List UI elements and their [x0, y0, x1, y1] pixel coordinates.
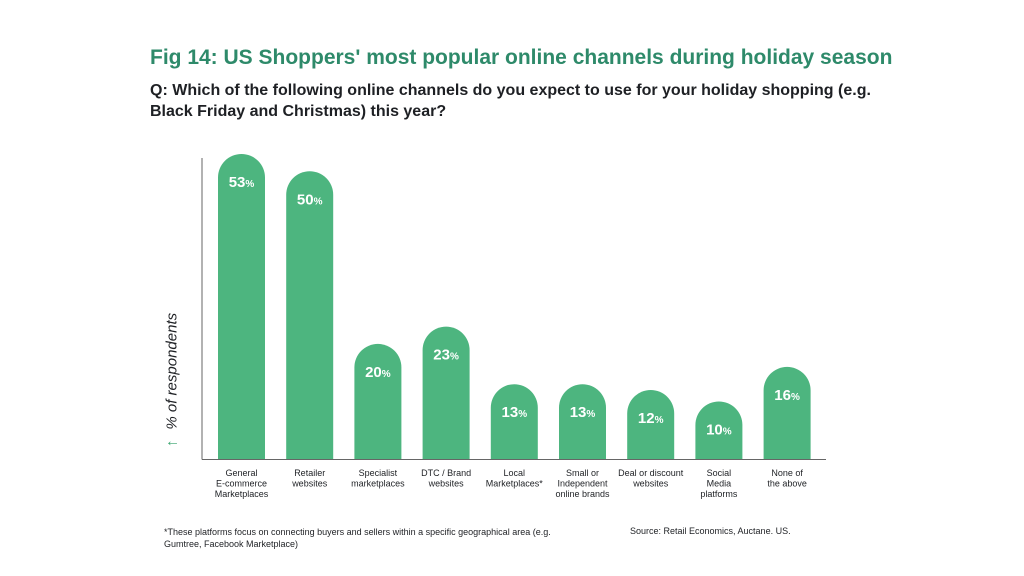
- category-label: DTC / Brand websites: [421, 468, 471, 489]
- category-label: Social Media platforms: [700, 468, 738, 499]
- bar: [559, 384, 606, 459]
- source-note: Source: Retail Economics, Auctane. US.: [630, 526, 791, 536]
- category-label: Deal or discount websites: [618, 468, 684, 489]
- data-label: 12%: [638, 410, 664, 427]
- category-label: Small or Independent online brands: [555, 468, 610, 499]
- bar: [286, 171, 334, 459]
- bar: [763, 366, 811, 459]
- bar: [422, 326, 470, 459]
- category-label: General E-commerce Marketplaces: [215, 468, 269, 499]
- bar: [354, 343, 402, 459]
- data-label: 50%: [297, 191, 323, 208]
- data-label: 53%: [229, 174, 255, 191]
- data-label: 16%: [774, 387, 800, 404]
- bar: [218, 154, 265, 459]
- bar: [695, 401, 743, 459]
- survey-question: Q: Which of the following online channel…: [150, 82, 871, 120]
- bar: [490, 384, 538, 459]
- category-label: Specialist marketplaces: [351, 468, 405, 489]
- bar: [627, 389, 675, 459]
- data-label: 13%: [570, 404, 596, 421]
- chart-title: Fig 14: US Shoppers' most popular online…: [150, 46, 893, 69]
- category-label: Local Marketplaces*: [486, 468, 544, 489]
- data-label: 13%: [502, 404, 528, 421]
- data-label: 23%: [433, 347, 459, 364]
- category-label: Retailer websites: [291, 468, 328, 489]
- data-label: 20%: [365, 364, 391, 381]
- data-label: 10%: [706, 421, 732, 438]
- footnote: *These platforms focus on connecting buy…: [164, 527, 551, 549]
- category-label: None of the above: [767, 468, 807, 489]
